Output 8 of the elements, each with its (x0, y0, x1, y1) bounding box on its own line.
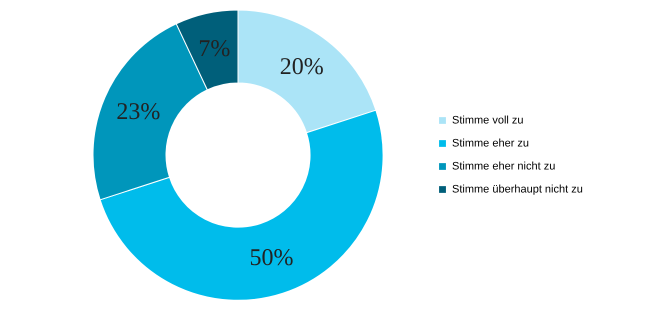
legend-label: Stimme eher zu (452, 138, 530, 150)
data-label: 23% (116, 98, 160, 125)
legend-label: Stimme überhaupt nicht zu (452, 184, 583, 196)
legend-label: Stimme eher nicht zu (452, 160, 556, 172)
data-label: 50% (250, 245, 294, 272)
legend-label: Stimme voll zu (452, 114, 524, 126)
data-label: 7% (198, 36, 230, 62)
data-label: 20% (280, 54, 324, 80)
